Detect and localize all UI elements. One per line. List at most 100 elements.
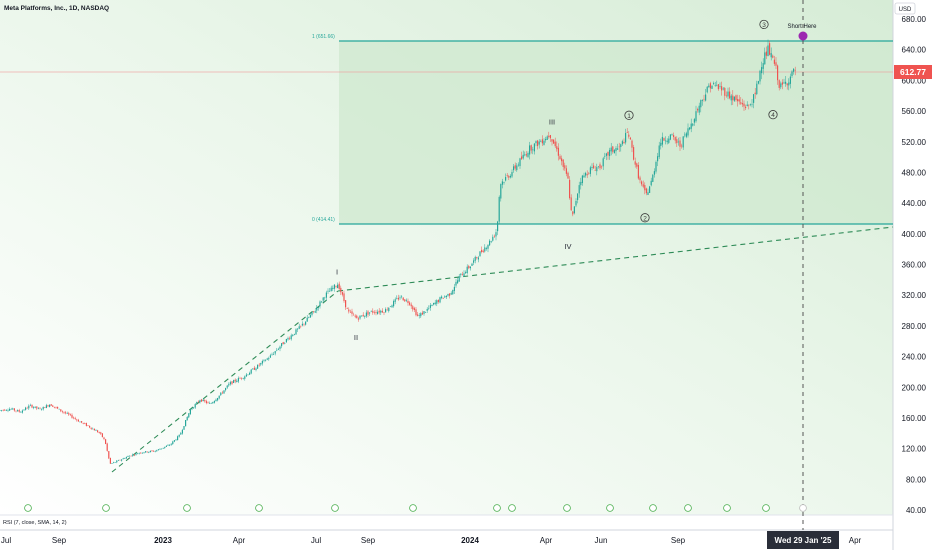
candle-body — [348, 309, 350, 312]
wave-label[interactable]: I — [336, 267, 338, 276]
earnings-marker[interactable] — [799, 504, 807, 512]
candle-body — [482, 250, 484, 252]
earnings-marker[interactable] — [183, 504, 191, 512]
candle-body — [69, 414, 71, 416]
candle-body — [90, 427, 92, 429]
candle-body — [645, 188, 647, 194]
candle-body — [652, 174, 654, 182]
currency-badge[interactable] — [894, 2, 916, 15]
y-tick-label: 240.00 — [902, 353, 927, 362]
candle-body — [77, 419, 79, 422]
candle-body — [594, 170, 596, 171]
candle-body — [770, 53, 772, 58]
candle-body — [506, 175, 508, 176]
candle-body — [516, 165, 518, 171]
candle-body — [85, 423, 87, 426]
earnings-marker[interactable] — [684, 504, 692, 512]
candle-body — [641, 181, 643, 185]
fib-zone — [339, 41, 893, 224]
candle-body — [351, 311, 353, 314]
candle-body — [306, 317, 308, 322]
earnings-marker[interactable] — [255, 504, 263, 512]
candle-body — [41, 409, 43, 411]
candle-body — [596, 167, 598, 172]
candle-body — [788, 82, 790, 86]
candle-body — [73, 417, 75, 419]
candle-body — [301, 323, 303, 326]
earnings-marker[interactable] — [563, 504, 571, 512]
wave-label[interactable]: II — [354, 333, 358, 342]
candle-body — [364, 315, 366, 317]
fib-bottom-label: 0 (414.41) — [312, 217, 335, 223]
earnings-marker[interactable] — [649, 504, 657, 512]
wave-label[interactable]: 1 — [627, 113, 631, 120]
candle-body — [719, 86, 721, 87]
short-here-marker[interactable] — [798, 31, 808, 41]
candle-body — [791, 71, 793, 77]
candle-body — [258, 364, 260, 366]
candle-body — [285, 339, 287, 343]
candle-body — [500, 184, 502, 199]
earnings-marker[interactable] — [723, 504, 731, 512]
candle-body — [260, 363, 262, 365]
candle-body — [615, 148, 617, 152]
candle-body — [525, 154, 527, 156]
candle-body — [663, 138, 665, 141]
candle-body — [586, 174, 588, 176]
candle-body — [297, 328, 299, 330]
candle-body — [785, 81, 787, 84]
wave-label[interactable]: IV — [564, 242, 571, 251]
wave-label[interactable]: 2 — [643, 215, 647, 222]
candle-body — [437, 300, 439, 302]
candle-body — [493, 235, 495, 237]
candle-body — [378, 310, 380, 313]
candle-body — [738, 99, 740, 102]
candle-body — [356, 315, 358, 319]
candle-body — [593, 165, 595, 169]
wave-label[interactable]: 4 — [771, 112, 775, 119]
trend-line-lower[interactable] — [111, 290, 339, 473]
x-tick-label: Sep — [52, 536, 67, 545]
candle-body — [39, 408, 41, 410]
candle-body — [7, 410, 9, 411]
time-scale-background — [0, 530, 893, 550]
earnings-marker[interactable] — [331, 504, 339, 512]
candles-layer — [0, 39, 796, 464]
candle-body — [345, 300, 347, 308]
candle-body — [314, 311, 316, 313]
candle-body — [295, 329, 297, 335]
candle-body — [159, 448, 161, 450]
candle-body — [105, 439, 107, 444]
candle-body — [361, 315, 363, 317]
earnings-marker[interactable] — [24, 504, 32, 512]
candle-body — [245, 374, 247, 377]
candle-body — [412, 306, 414, 310]
earnings-marker[interactable] — [508, 504, 516, 512]
candle-body — [281, 343, 283, 347]
candle-body — [117, 460, 119, 461]
last-price-badge — [894, 65, 932, 79]
candle-body — [433, 302, 435, 305]
candle-body — [113, 462, 115, 463]
candle-body — [573, 206, 575, 214]
earnings-marker[interactable] — [493, 504, 501, 512]
candle-body — [444, 296, 446, 298]
candle-body — [130, 455, 132, 457]
candle-body — [385, 309, 387, 313]
earnings-marker[interactable] — [102, 504, 110, 512]
candle-body — [140, 452, 142, 454]
candle-body — [705, 94, 707, 101]
candle-body — [503, 182, 505, 183]
earnings-marker[interactable] — [762, 504, 770, 512]
wave-label[interactable]: 3 — [762, 22, 766, 29]
earnings-marker[interactable] — [409, 504, 417, 512]
earnings-marker[interactable] — [606, 504, 614, 512]
wave-label[interactable]: III — [549, 118, 555, 127]
trend-line-upper[interactable] — [337, 226, 894, 292]
candle-body — [173, 440, 175, 442]
candle-body — [249, 372, 251, 375]
candle-body — [689, 127, 691, 130]
x-tick-label: Sep — [671, 536, 686, 545]
candle-body — [103, 437, 105, 440]
